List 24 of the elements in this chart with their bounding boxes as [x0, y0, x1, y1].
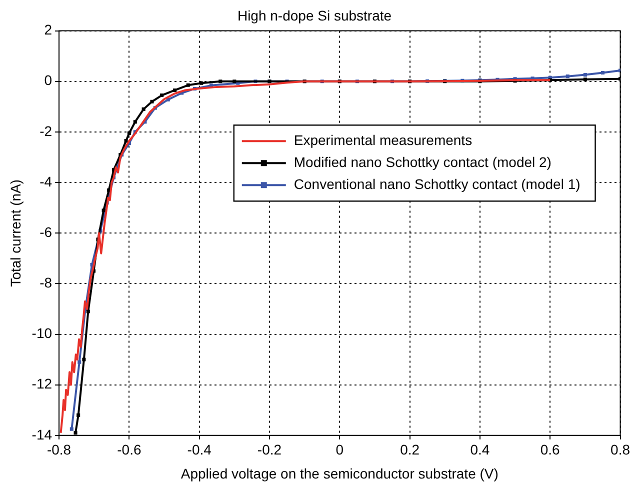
- y-tick-label: 0: [44, 72, 52, 88]
- y-tick-label: -6: [40, 224, 52, 240]
- y-tick-label: -12: [32, 376, 52, 392]
- y-tick-label: -8: [40, 274, 52, 291]
- x-tick-label: -0.4: [187, 442, 212, 458]
- legend-label: Experimental measurements: [294, 132, 472, 148]
- x-tick-label: -0.6: [117, 442, 142, 458]
- x-axis-title: Applied voltage on the semiconductor substrate (V): [180, 465, 498, 482]
- x-tick-label: -0.8: [46, 442, 72, 458]
- x-tick-label: 0.4: [470, 442, 490, 458]
- x-tick-label: -0.2: [257, 442, 282, 458]
- x-tick-label: 0: [336, 442, 344, 458]
- y-tick-label: 2: [44, 22, 52, 38]
- y-axis-title: Total current (nA): [7, 179, 24, 287]
- y-tick-label: -14: [32, 426, 52, 442]
- y-tick-label: -4: [40, 173, 52, 190]
- x-tick-label: 0.6: [540, 442, 560, 458]
- y-tick-label: -2: [40, 122, 52, 139]
- x-tick-label: 0.8: [610, 442, 630, 458]
- legend-label: Conventional nano Schottky contact (model 1): [294, 176, 580, 192]
- y-tick-label: -10: [32, 325, 52, 342]
- legend-label: Modified nano Schottky contact (model 2): [294, 154, 552, 170]
- chart-title: High n-dope Si substrate: [237, 7, 392, 24]
- x-tick-label: 0.2: [400, 442, 420, 458]
